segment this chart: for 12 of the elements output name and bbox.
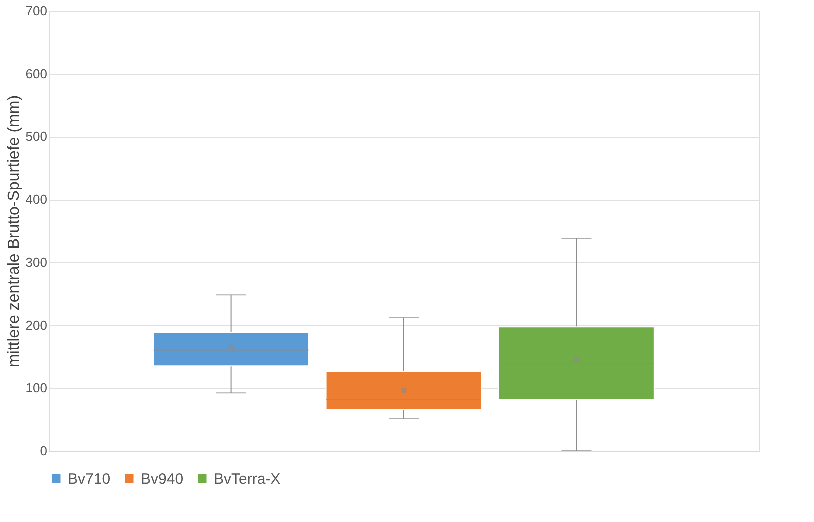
y-tick-label: 400 <box>26 192 48 208</box>
y-tick-label: 300 <box>26 254 48 270</box>
y-tick-label: 100 <box>26 380 48 396</box>
y-axis-title: mittlere zentrale Brutto-Spurtiefe (mm) <box>6 95 23 368</box>
legend-label: BvTerra-X <box>214 470 281 488</box>
y-tick-label: 0 <box>40 444 48 458</box>
y-tick-label: 200 <box>26 318 48 333</box>
legend-label: Bv710 <box>68 470 111 488</box>
legend-label: Bv940 <box>141 470 184 488</box>
y-tick-label: 600 <box>26 66 48 82</box>
y-tick-label: 700 <box>26 4 48 18</box>
y-tick-label: 500 <box>26 129 48 144</box>
